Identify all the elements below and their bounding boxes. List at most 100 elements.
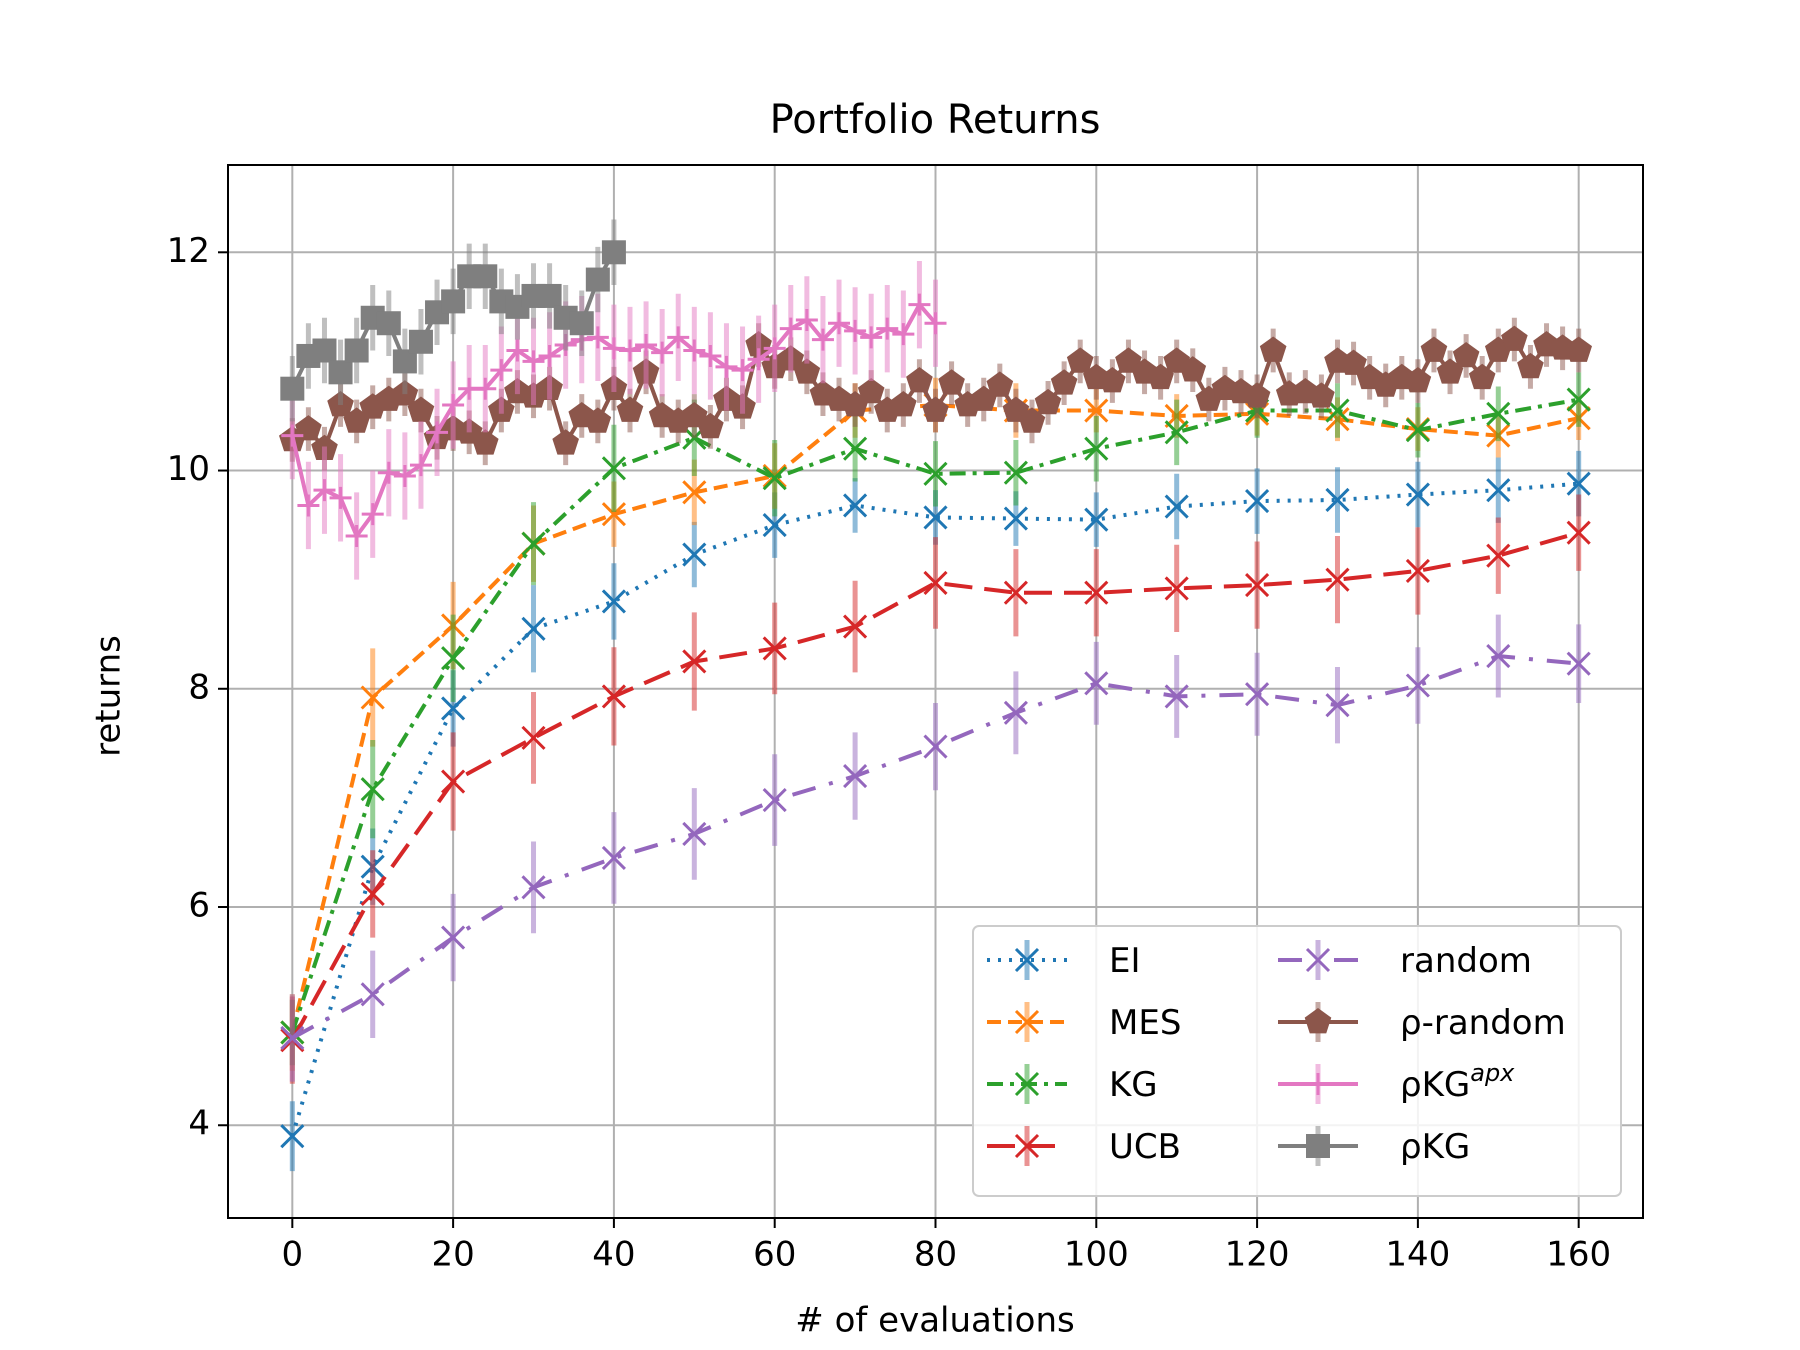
marker <box>601 456 626 481</box>
marker <box>586 326 609 349</box>
marker <box>1566 471 1591 496</box>
marker <box>376 311 401 336</box>
x-tick-label: 0 <box>281 1235 303 1275</box>
marker <box>682 821 707 846</box>
y-tick-label: 10 <box>167 449 210 489</box>
marker <box>473 264 498 289</box>
marker <box>1565 336 1592 362</box>
marker <box>1517 352 1544 379</box>
marker <box>441 925 466 950</box>
marker <box>697 412 724 439</box>
series-line <box>290 403 1580 1033</box>
marker <box>890 391 917 417</box>
marker <box>715 355 738 378</box>
marker <box>1340 349 1367 375</box>
legend-label-text: ρKG <box>1400 1127 1470 1167</box>
marker <box>1164 494 1189 519</box>
marker <box>1084 436 1109 461</box>
x-tick-label: 100 <box>1064 1235 1129 1275</box>
marker <box>522 350 545 373</box>
marker <box>602 337 625 360</box>
marker <box>667 326 690 349</box>
marker <box>1566 520 1591 545</box>
marker <box>843 614 868 639</box>
marker <box>552 429 579 455</box>
marker <box>1420 336 1448 362</box>
plot-area <box>279 219 1592 1172</box>
marker <box>618 339 641 362</box>
marker <box>521 616 546 641</box>
marker <box>699 344 722 367</box>
marker <box>601 684 626 709</box>
marker <box>1050 369 1078 395</box>
marker <box>923 734 948 759</box>
marker <box>795 308 818 331</box>
x-tick-label: 120 <box>1225 1235 1290 1275</box>
marker <box>616 396 644 422</box>
y-tick-label: 4 <box>188 1104 210 1144</box>
marker <box>1003 700 1028 725</box>
marker <box>584 407 612 433</box>
marker <box>280 376 305 401</box>
marker <box>1405 418 1430 443</box>
marker <box>843 764 868 789</box>
marker <box>1325 487 1350 513</box>
marker <box>811 328 834 351</box>
marker <box>1501 325 1528 351</box>
legend-label: ρKG <box>1400 1127 1470 1167</box>
y-axis-label: returns <box>89 635 129 757</box>
legend-label: MES <box>1109 1003 1181 1043</box>
marker <box>361 503 384 526</box>
marker <box>1014 947 1040 973</box>
marker <box>521 875 546 900</box>
marker <box>923 505 948 530</box>
marker <box>763 337 786 360</box>
marker <box>1452 341 1480 368</box>
marker <box>762 788 787 813</box>
marker <box>537 283 562 308</box>
marker <box>923 461 948 486</box>
marker <box>906 367 933 393</box>
x-tick-label: 160 <box>1546 1235 1611 1275</box>
marker <box>441 696 466 721</box>
marker <box>1164 420 1189 445</box>
marker <box>1306 1134 1330 1158</box>
marker <box>1307 1073 1329 1095</box>
legend-label-superscript: apx <box>1470 1059 1515 1087</box>
marker <box>1325 567 1350 592</box>
marker <box>1325 693 1350 718</box>
marker <box>1486 643 1511 669</box>
marker <box>922 396 949 422</box>
marker <box>1259 336 1287 362</box>
marker <box>409 454 432 477</box>
series-line <box>290 530 1580 1042</box>
x-tick-label: 140 <box>1385 1235 1450 1275</box>
legend-label-text: KG <box>1109 1065 1158 1105</box>
marker <box>601 502 626 527</box>
marker <box>1084 671 1109 696</box>
x-tick-label: 40 <box>592 1235 635 1275</box>
marker <box>360 982 385 1007</box>
marker <box>408 329 433 354</box>
marker <box>843 493 868 518</box>
marker <box>762 466 787 491</box>
marker <box>683 339 706 362</box>
ticks: 0 20 40 60 80 100 120 140 160 4 6 8 10 12 <box>167 231 1611 1275</box>
marker <box>585 267 610 292</box>
x-axis-label: # of evaluations <box>795 1301 1074 1341</box>
marker <box>1164 684 1189 709</box>
legend-label-text: UCB <box>1109 1127 1181 1167</box>
chart-title: Portfolio Returns <box>770 97 1101 143</box>
marker <box>1308 382 1335 408</box>
marker <box>1084 507 1109 532</box>
marker <box>1164 576 1189 601</box>
marker <box>924 312 947 335</box>
marker <box>828 312 851 335</box>
marker <box>1099 367 1126 393</box>
marker <box>538 344 561 367</box>
marker <box>393 464 416 487</box>
marker <box>442 394 465 417</box>
legend-label-text: EI <box>1109 941 1141 981</box>
marker <box>1305 947 1331 973</box>
